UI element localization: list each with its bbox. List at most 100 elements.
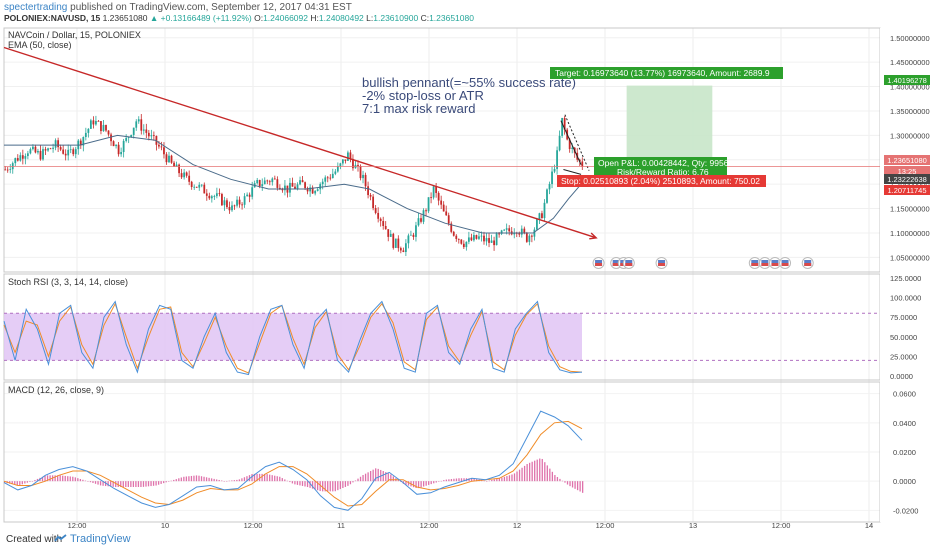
- macd-hist-bar: [369, 471, 372, 482]
- candle-body: [117, 144, 120, 155]
- pennant-projection-line[interactable]: [564, 114, 590, 171]
- pennant[interactable]: [560, 114, 590, 175]
- candle-body: [341, 159, 344, 164]
- macd-hist-bar: [188, 476, 190, 482]
- candle-body: [218, 193, 221, 195]
- macd-hist-bar: [364, 473, 367, 482]
- macd-hist-bar: [150, 481, 152, 487]
- candle-body: [465, 241, 468, 248]
- candle-body: [483, 235, 485, 242]
- candle-body: [69, 149, 72, 151]
- flag-event-icon[interactable]: [622, 257, 635, 269]
- trendline-line[interactable]: [3, 46, 597, 239]
- macd-hist-bar: [203, 476, 205, 482]
- event-icons[interactable]: [592, 257, 814, 269]
- candle-body: [352, 158, 354, 169]
- macd-hist-bar: [67, 476, 69, 482]
- pennant-lower-line[interactable]: [563, 169, 582, 175]
- candle-body: [440, 200, 443, 205]
- footer: Created with TradingView: [0, 532, 932, 550]
- candle-body: [442, 204, 445, 212]
- macd-hist-bar: [569, 481, 571, 487]
- flag-event-red: [595, 263, 603, 266]
- author-link[interactable]: spectertrading: [4, 2, 68, 13]
- macd-tick-label: 0.0000: [893, 477, 916, 486]
- candle-body: [271, 178, 274, 183]
- candle-body: [105, 124, 107, 131]
- candle-body: [238, 199, 241, 205]
- price-tick-label: 1.10000000: [890, 229, 930, 238]
- flag-event-icon[interactable]: [768, 257, 781, 269]
- macd-hist-bar: [501, 477, 503, 482]
- macd-hist-bar: [210, 478, 213, 482]
- annotation-line-3: 7:1 max risk reward: [362, 101, 475, 116]
- macd-hist-bar: [226, 480, 228, 482]
- macd-hist-bar: [344, 481, 347, 487]
- candle-body: [42, 149, 44, 160]
- macd-hist-bar: [468, 478, 470, 482]
- flag-event-icon[interactable]: [779, 257, 792, 269]
- price-axis[interactable]: [880, 28, 932, 522]
- last-price: 1.23651080: [102, 13, 148, 23]
- candle-body: [349, 152, 352, 159]
- macd-hist-bar: [443, 480, 445, 482]
- macd-hist-bar: [352, 481, 354, 483]
- candle-body: [39, 150, 42, 160]
- candle-body: [334, 171, 337, 174]
- tradingview-brand[interactable]: TradingView: [70, 533, 131, 545]
- candle-body: [326, 177, 329, 179]
- time-tick-label: 10: [161, 521, 169, 530]
- chart-area[interactable]: 1.50000000 1.45000000 1.40000000 1.35000000…: [0, 26, 932, 532]
- macd-hist-bar: [332, 481, 334, 492]
- macd-hist-bar: [233, 480, 235, 482]
- macd-hist-bar: [231, 480, 233, 482]
- candle-body: [263, 180, 266, 185]
- high-value: 1.24080492: [318, 13, 364, 23]
- candle-body: [480, 235, 483, 237]
- macd-hist-bar: [87, 481, 89, 482]
- price-badge-bg: [884, 75, 930, 85]
- candle-body: [301, 180, 304, 183]
- macd-hist-bar: [236, 479, 238, 482]
- flag-event-icon[interactable]: [748, 257, 761, 269]
- candle-body: [248, 194, 251, 197]
- annotation-line-1: bullish pennant(=~55% success rate): [362, 75, 576, 90]
- flag-event-icon[interactable]: [592, 257, 605, 269]
- macd-hist-bar: [372, 469, 374, 482]
- candle-body: [132, 127, 135, 135]
- macd-hist-bar: [316, 481, 319, 491]
- macd-hist-bar: [518, 469, 521, 482]
- macd-hist-bar: [422, 481, 425, 487]
- macd-hist-bar: [152, 481, 155, 486]
- macd-hist-bar: [276, 476, 278, 482]
- time-tick-label: 11: [337, 521, 345, 530]
- candle-body: [14, 158, 17, 164]
- macd-hist-bar: [21, 481, 23, 485]
- trendline-arrowhead[interactable]: [589, 232, 598, 240]
- candle-body: [281, 189, 284, 191]
- tradingview-logo-icon: [54, 534, 67, 542]
- flag-event-icon[interactable]: [655, 257, 668, 269]
- candle-body: [19, 155, 22, 161]
- ema-line: [4, 134, 582, 234]
- candle-body: [432, 186, 435, 198]
- candle-body: [357, 164, 359, 167]
- candle-body: [102, 124, 105, 132]
- macd-hist-bar: [223, 481, 225, 482]
- pnl-label: Open P&L: 0.00428442, Qty: 9956: [598, 158, 729, 168]
- rsi-lines: [3, 300, 583, 376]
- candle-body: [137, 119, 140, 122]
- publish-text: published on TradingView.com, September …: [70, 2, 352, 13]
- macd-hist-bar: [178, 478, 180, 482]
- macd-hist-bar: [511, 474, 513, 482]
- flag-event-icon[interactable]: [758, 257, 771, 269]
- macd-hist-bar: [69, 476, 71, 482]
- pennant-upper-line[interactable]: [560, 120, 582, 165]
- candle-body: [462, 243, 465, 248]
- flag-event-red: [658, 263, 666, 266]
- macd-hist-bar: [49, 475, 51, 482]
- trendline[interactable]: [3, 46, 598, 240]
- flag-event-icon[interactable]: [801, 257, 814, 269]
- macd-hist-bar: [435, 481, 437, 483]
- grid-lines: [4, 28, 880, 522]
